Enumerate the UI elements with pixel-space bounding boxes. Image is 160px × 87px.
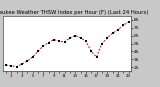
Title: Milwaukee Weather THSW Index per Hour (F) (Last 24 Hours): Milwaukee Weather THSW Index per Hour (F… — [0, 10, 148, 15]
